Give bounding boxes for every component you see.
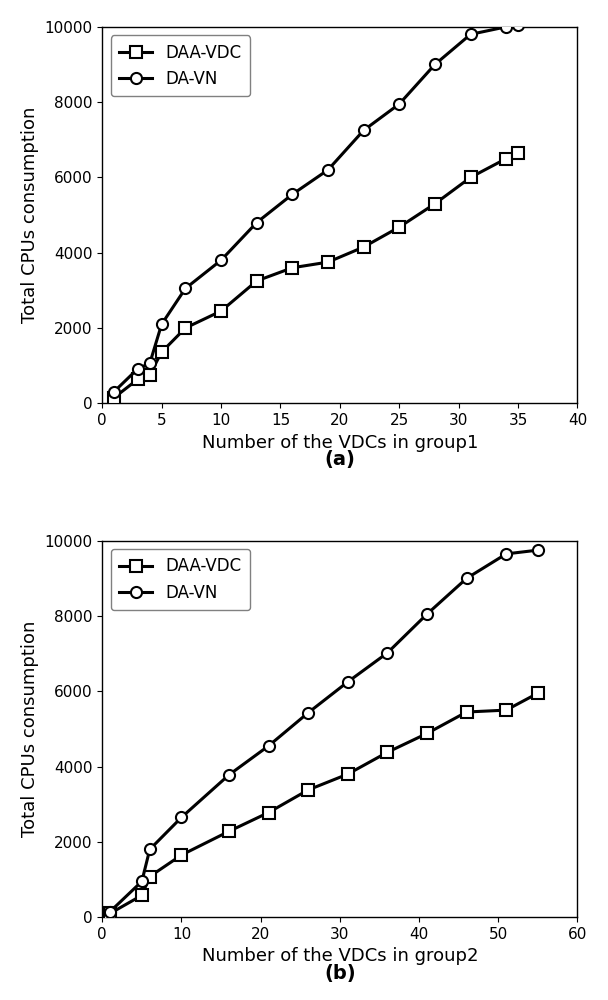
DA-VN (106, 906, 114, 918)
DA-VN (467, 28, 474, 40)
DAA-VDC (431, 198, 438, 210)
Text: (a): (a) (325, 450, 355, 469)
DA-VN (423, 608, 430, 620)
DA-VN (265, 740, 272, 752)
DAA-VDC (111, 392, 118, 404)
DAA-VDC (182, 322, 189, 334)
DA-VN (182, 282, 189, 294)
DA-VN (463, 572, 470, 584)
Line: DAA-VDC: DAA-VDC (105, 688, 544, 919)
DAA-VDC (324, 256, 331, 268)
DA-VN (514, 19, 522, 31)
DAA-VDC (265, 807, 272, 819)
DAA-VDC (384, 746, 391, 758)
DAA-VDC (344, 768, 351, 780)
DA-VN (305, 707, 312, 719)
DAA-VDC (253, 275, 260, 287)
DAA-VDC (423, 727, 430, 739)
DA-VN (111, 386, 118, 398)
Y-axis label: Total CPUs consumption: Total CPUs consumption (21, 621, 39, 837)
DAA-VDC (218, 305, 225, 317)
DAA-VDC (138, 889, 145, 901)
DAA-VDC (305, 784, 312, 796)
DAA-VDC (158, 346, 165, 358)
DAA-VDC (226, 825, 233, 837)
DA-VN (324, 164, 331, 176)
Legend: DAA-VDC, DA-VN: DAA-VDC, DA-VN (111, 35, 250, 96)
DA-VN (289, 188, 296, 200)
DA-VN (158, 318, 165, 330)
X-axis label: Number of the VDCs in group2: Number of the VDCs in group2 (202, 947, 478, 965)
DAA-VDC (178, 849, 185, 861)
DAA-VDC (289, 262, 296, 274)
DA-VN (146, 843, 153, 855)
DA-VN (134, 363, 142, 375)
Line: DAA-VDC: DAA-VDC (109, 147, 523, 403)
DAA-VDC (396, 221, 403, 233)
Line: DA-VN: DA-VN (109, 19, 523, 397)
DA-VN (178, 811, 185, 823)
DAA-VDC (134, 373, 142, 385)
DAA-VDC (503, 153, 510, 165)
DA-VN (503, 21, 510, 33)
DA-VN (431, 58, 438, 70)
DAA-VDC (503, 704, 510, 716)
DAA-VDC (146, 871, 153, 883)
Legend: DAA-VDC, DA-VN: DAA-VDC, DA-VN (111, 549, 250, 610)
DAA-VDC (106, 907, 114, 919)
DA-VN (146, 357, 153, 369)
DA-VN (396, 98, 403, 110)
DA-VN (534, 544, 542, 556)
DA-VN (360, 124, 367, 136)
Y-axis label: Total CPUs consumption: Total CPUs consumption (21, 107, 39, 323)
Line: DA-VN: DA-VN (105, 545, 544, 917)
DAA-VDC (467, 171, 474, 183)
DA-VN (218, 254, 225, 266)
DA-VN (344, 676, 351, 688)
DA-VN (226, 769, 233, 781)
DAA-VDC (514, 147, 522, 159)
DAA-VDC (534, 687, 542, 699)
DAA-VDC (146, 369, 153, 381)
DAA-VDC (463, 706, 470, 718)
DA-VN (503, 548, 510, 560)
DA-VN (138, 875, 145, 887)
X-axis label: Number of the VDCs in group1: Number of the VDCs in group1 (202, 434, 478, 452)
DA-VN (384, 647, 391, 659)
DA-VN (253, 217, 260, 229)
DAA-VDC (360, 241, 367, 253)
Text: (b): (b) (324, 964, 356, 983)
